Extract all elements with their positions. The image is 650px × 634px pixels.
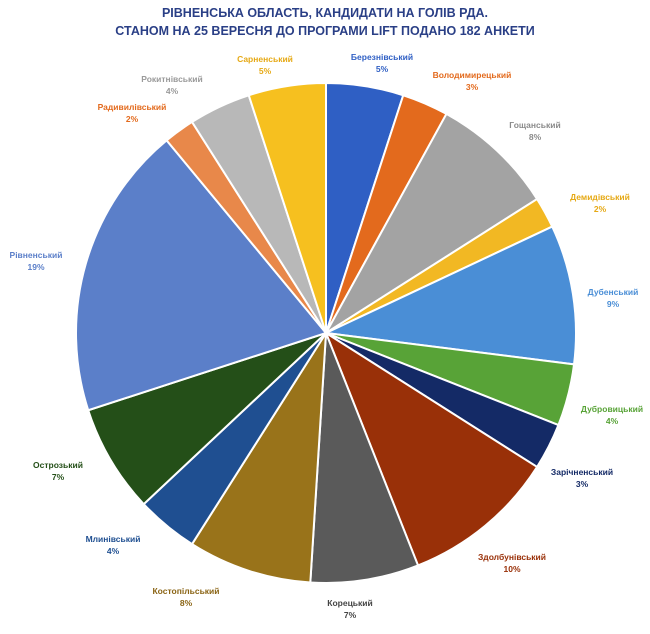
chart-title-line-2: СТАНОМ НА 25 ВЕРЕСНЯ ДО ПРОГРАМИ LIFT ПО…	[115, 24, 535, 38]
slice-label-name: Сарненський	[237, 54, 293, 64]
slice-label-percent: 4%	[107, 546, 120, 556]
slice-label-percent: 4%	[166, 86, 179, 96]
slice-label-percent: 19%	[27, 262, 44, 272]
slice-label-name: Рівненський	[10, 250, 63, 260]
slice-label-name: Демидівський	[570, 192, 630, 202]
slice-label-percent: 3%	[466, 82, 479, 92]
slice-label-name: Дубровицький	[581, 404, 643, 414]
slice-label-name: Млинівський	[86, 534, 141, 544]
slice-label-percent: 5%	[259, 66, 272, 76]
slice-label-name: Острозький	[33, 460, 83, 470]
slice-label-percent: 8%	[529, 132, 542, 142]
slice-label-name: Рокитнівський	[141, 74, 202, 84]
slice-label-name: Корецький	[327, 598, 372, 608]
slice-label-name: Дубенський	[588, 287, 639, 297]
pie-slice-8	[323, 330, 539, 567]
slice-label-percent: 4%	[606, 416, 619, 426]
slice-label-name: Зарічненський	[551, 467, 613, 477]
pie-slice-9	[309, 332, 420, 584]
slice-label-percent: 2%	[126, 114, 139, 124]
pie-slice-12	[86, 332, 327, 506]
slice-label-percent: 3%	[576, 479, 589, 489]
pie-slice-10	[190, 332, 327, 584]
slice-label-name: Радивилівський	[98, 102, 167, 112]
slice-label-name: Володимирецький	[433, 70, 512, 80]
slice-label-percent: 5%	[376, 64, 389, 74]
slice-label-name: Здолбунівський	[478, 552, 546, 562]
chart-title: РІВНЕНСЬКА ОБЛАСТЬ, КАНДИДАТИ НА ГОЛІВ Р…	[0, 4, 650, 40]
pie-slice-16	[247, 81, 327, 334]
slice-label-name: Гощанський	[509, 120, 560, 130]
pie-slice-5	[322, 225, 577, 366]
pie-slice-13	[75, 138, 328, 412]
slice-label-name: Костопільський	[152, 586, 219, 596]
pie-slice-3	[325, 112, 539, 334]
slice-label-name: Березнівський	[351, 52, 413, 62]
slice-label-percent: 10%	[503, 564, 520, 574]
slice-label-percent: 9%	[607, 299, 620, 309]
slice-label-percent: 7%	[52, 472, 65, 482]
slice-label-percent: 2%	[594, 204, 607, 214]
slice-label-percent: 8%	[180, 598, 193, 608]
chart-title-line-1: РІВНЕНСЬКА ОБЛАСТЬ, КАНДИДАТИ НА ГОЛІВ Р…	[161, 6, 489, 20]
slice-label-percent: 7%	[344, 610, 357, 620]
